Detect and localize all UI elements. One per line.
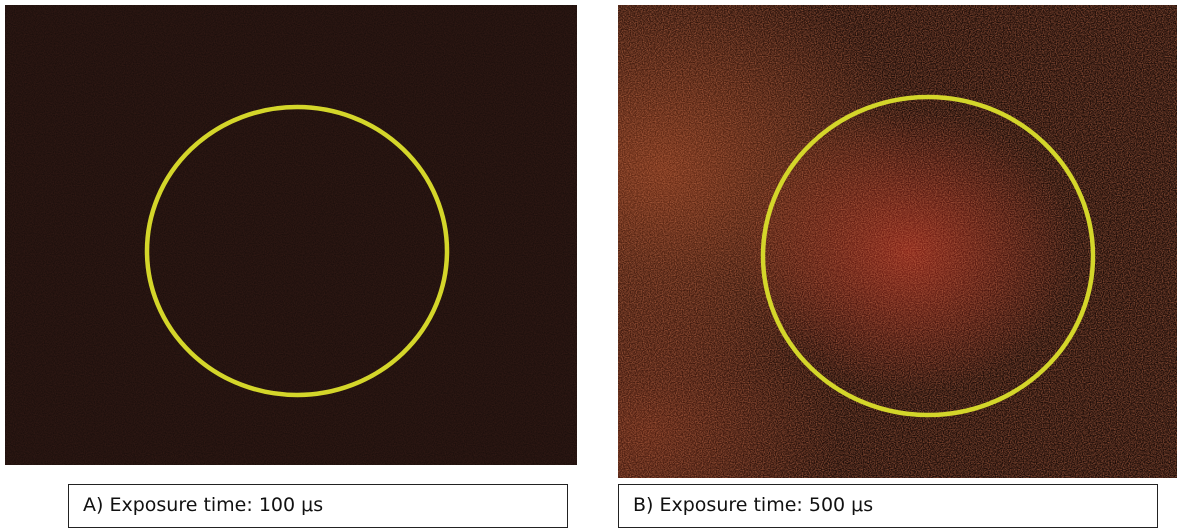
panel-b-image <box>618 5 1177 478</box>
caption-b: B) Exposure time: 500 μs <box>618 484 1158 528</box>
panel-a-image <box>5 5 577 465</box>
figure <box>0 0 1179 482</box>
caption-a: A) Exposure time: 100 μs <box>68 484 568 528</box>
page: A) Exposure time: 100 μs B) Exposure tim… <box>0 0 1179 529</box>
